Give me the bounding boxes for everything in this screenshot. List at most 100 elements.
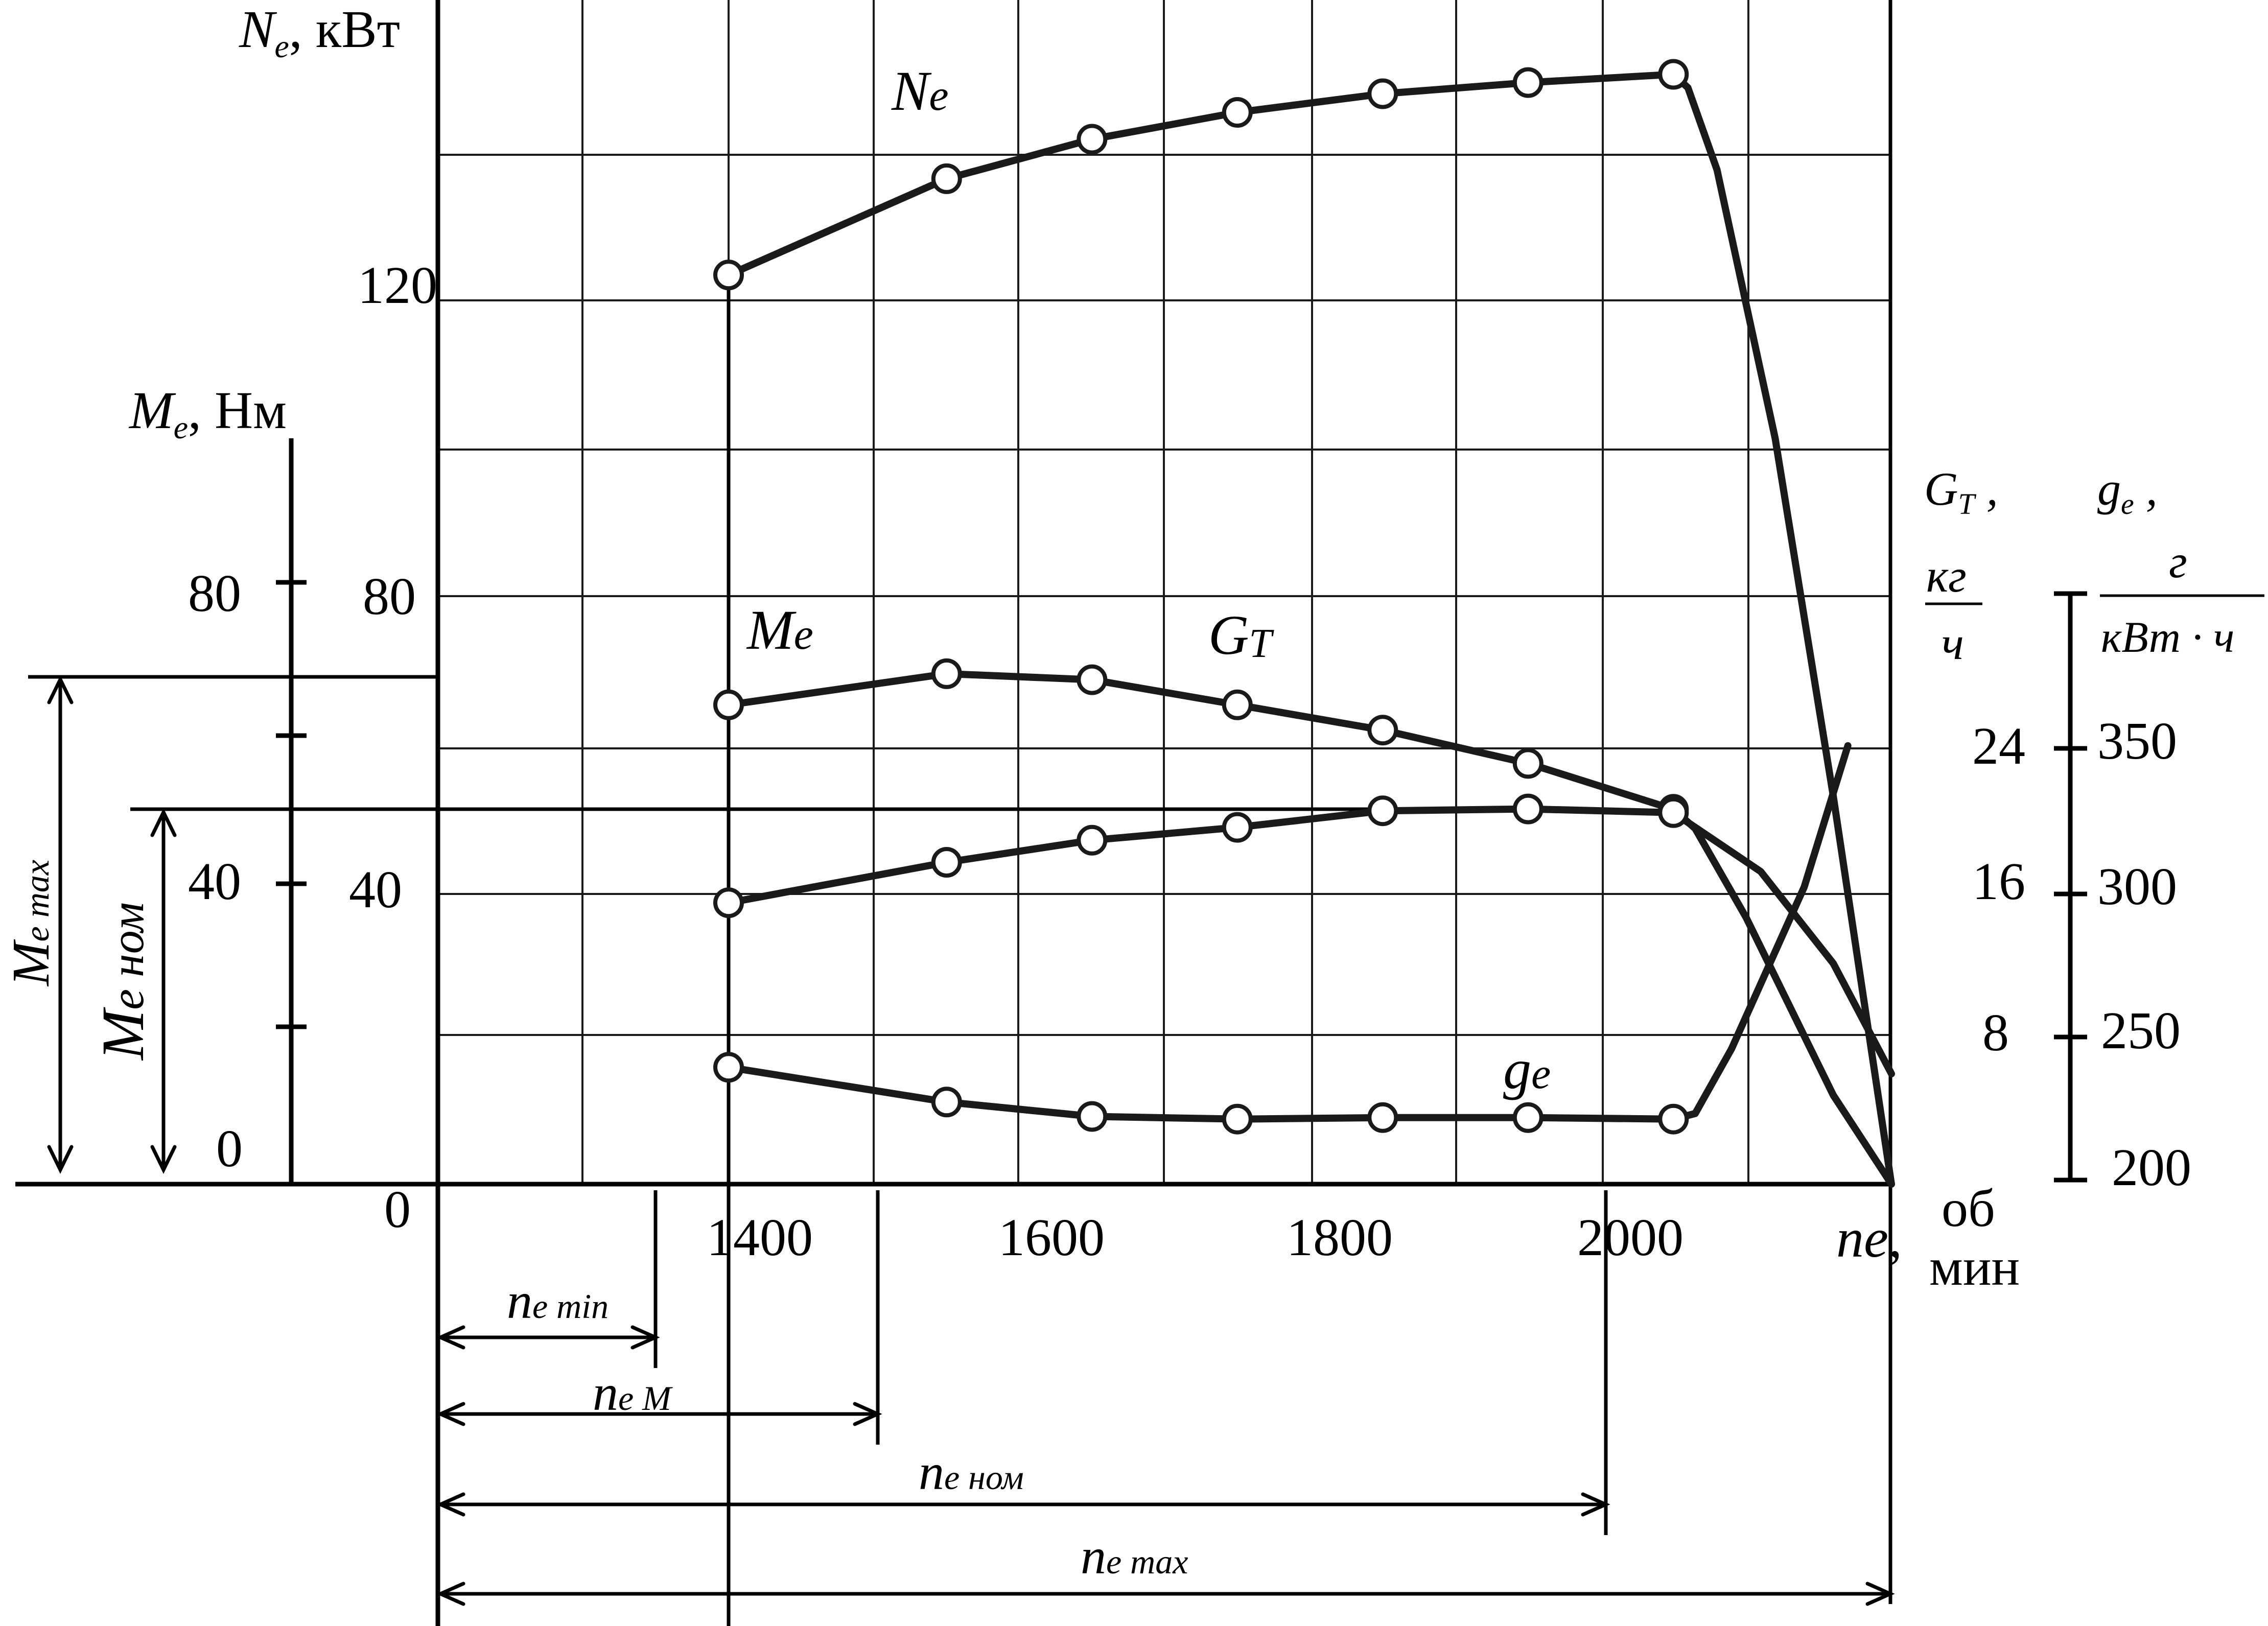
ge-axis-unit-numerator: г <box>2169 535 2187 587</box>
plot-grid <box>437 0 1891 1184</box>
data-point-ge <box>1222 1103 1253 1135</box>
speed-marker-dimension-arrow-head-left <box>436 1582 465 1606</box>
data-point-me <box>1077 664 1108 695</box>
ne-tick-label: 80 <box>363 567 416 626</box>
speed-marker-dimension-arrow-head-left <box>436 1325 465 1350</box>
series-label-ne: Ne <box>891 60 949 122</box>
ne-axis-title: Ne, кВт <box>239 0 400 64</box>
ne-tick-label: 120 <box>358 256 437 315</box>
series-line-ne <box>725 70 1895 1188</box>
x-axis-variable: ne <box>1836 1208 1888 1269</box>
data-point-ge <box>1367 1102 1398 1133</box>
x-tick-label: 1600 <box>998 1208 1105 1267</box>
data-point-ge <box>1512 1102 1544 1133</box>
speed-marker-dimension-arrow-head-right <box>1581 1492 1610 1517</box>
me-tick-label: 40 <box>188 852 241 911</box>
data-point-ne <box>1077 124 1108 155</box>
data-point-gt <box>1512 793 1544 824</box>
me-axis-var: M <box>128 381 176 440</box>
data-point-gt <box>713 887 744 918</box>
ge-tick-label: 250 <box>2101 1001 2181 1060</box>
ne-min-label: ne min <box>507 1272 609 1329</box>
ne-tick-label: 40 <box>349 860 402 919</box>
data-point-me <box>1367 715 1398 746</box>
data-point-me <box>931 658 962 689</box>
ge-axis-title: ge , <box>2097 463 2158 521</box>
data-point-ge <box>1658 1103 1689 1135</box>
x-axis-unit-denominator: мин <box>1929 1238 2020 1297</box>
data-point-gt <box>1077 824 1108 856</box>
me-nom-dimension-arrow-head-top <box>150 808 177 837</box>
data-point-gt <box>931 847 962 878</box>
me-axis-title: Me, Нм <box>128 381 287 445</box>
me-tick-label: 80 <box>188 564 241 623</box>
data-point-me <box>1222 689 1253 720</box>
chart-axes <box>15 0 2087 1626</box>
gt-axis-var: G <box>1924 463 1958 515</box>
ge-tick-label: 300 <box>2097 857 2177 916</box>
data-point-ge <box>713 1052 744 1083</box>
ge-axis-var: g <box>2097 463 2121 515</box>
data-point-ge <box>931 1087 962 1118</box>
gt-axis-title: GT , <box>1924 463 1998 521</box>
x-zero-label: 0 <box>384 1180 411 1239</box>
me-max-dimension-arrow-head-bottom <box>47 1145 74 1174</box>
me-nom-dimension-label: Me ном <box>89 902 156 1061</box>
series-label-gt: GT <box>1208 604 1274 666</box>
ge-axis-unit-denominator: кВт · ч <box>2101 612 2234 662</box>
speed-marker-dimension-arrow-head-right <box>630 1325 660 1350</box>
x-tick-label: 1800 <box>1287 1208 1393 1267</box>
x-axis-comma: , <box>1888 1208 1902 1269</box>
speed-marker-dimension-arrow-head-right <box>853 1402 882 1426</box>
data-point-ne <box>1222 97 1253 128</box>
data-point-ne <box>931 163 962 194</box>
data-point-ne <box>1512 67 1544 98</box>
ne-max-label: ne max <box>1081 1528 1188 1585</box>
me-max-dimension-arrow-head-top <box>47 675 74 704</box>
ge-axis-sub: e <box>2121 487 2134 521</box>
ne-axis-var: N <box>239 0 277 59</box>
series-line-gt <box>725 805 1895 1077</box>
x-tick-label: 2000 <box>1577 1208 1684 1267</box>
me-axis-unit: , Нм <box>188 381 287 440</box>
ne-axis-unit: , кВт <box>289 0 400 59</box>
ne-m-label: ne M <box>593 1364 673 1421</box>
data-point-ne <box>1367 78 1398 109</box>
data-point-gt <box>1222 812 1253 843</box>
me-tick-label: 0 <box>216 1119 243 1178</box>
data-point-me <box>1512 748 1544 779</box>
gt-axis-unit-numerator: кг <box>1926 550 1967 602</box>
ge-tick-label: 200 <box>2112 1138 2191 1197</box>
data-point-gt <box>1658 797 1689 828</box>
gt-axis-unit-denominator: ч <box>1942 617 1964 669</box>
ne-axis-sub: e <box>274 28 289 64</box>
gt-axis-sub: T <box>1958 487 1976 521</box>
gt-tick-label: 8 <box>1982 1003 2009 1062</box>
gt-tick-label: 24 <box>1972 717 2025 775</box>
speed-marker-dimension-arrow-head-left <box>436 1402 465 1426</box>
ne-nom-label: ne ном <box>919 1444 1024 1500</box>
speed-marker-dimension-arrow-head-left <box>436 1492 465 1517</box>
series-points <box>713 59 1689 1135</box>
x-axis-label: ne, <box>1836 1208 1902 1269</box>
me-nom-dimension-arrow-head-bottom <box>150 1145 177 1174</box>
data-point-ge <box>1077 1101 1108 1132</box>
ge-tick-label: 350 <box>2097 712 2177 770</box>
series-line-me <box>725 670 1895 1188</box>
data-point-ne <box>1658 59 1689 90</box>
x-tick-label: 1400 <box>707 1208 813 1267</box>
series-label-ge: ge <box>1503 1038 1551 1100</box>
gt-tick-label: 16 <box>1972 852 2025 911</box>
dimension-annotations <box>47 0 1895 1606</box>
ge-axis-comma: , <box>2134 463 2158 515</box>
data-point-me <box>713 689 744 720</box>
data-point-gt <box>1367 795 1398 827</box>
data-point-ne <box>713 260 744 291</box>
me-max-dimension-label: Me max <box>2 860 60 987</box>
me-axis-sub: e <box>174 409 188 445</box>
x-axis-unit-numerator: об <box>1942 1179 1995 1238</box>
series-curves <box>725 70 1895 1626</box>
gt-axis-comma: , <box>1975 463 1998 515</box>
